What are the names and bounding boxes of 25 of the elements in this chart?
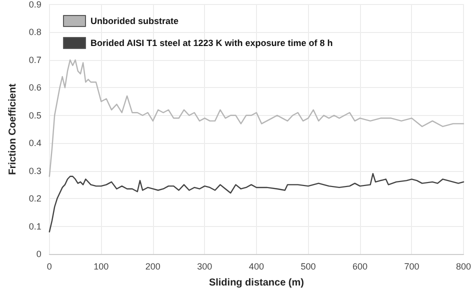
y-tick-label: 0.9 (28, 0, 42, 10)
y-tick-label: 0.3 (28, 166, 42, 176)
x-tick-label: 800 (456, 262, 472, 272)
y-tick-label: 0.8 (28, 27, 42, 38)
x-tick-label: 500 (300, 262, 316, 272)
x-tick-label: 700 (404, 262, 420, 272)
legend-label: Unborided substrate (90, 16, 179, 26)
y-tick-label: 0.5 (28, 110, 42, 120)
x-tick-label: 0 (46, 262, 52, 272)
y-tick-label: 0.1 (28, 221, 42, 232)
x-tick-label: 400 (248, 262, 264, 272)
x-tick-label: 100 (94, 262, 109, 272)
line-series (48, 173, 464, 232)
x-tick-label: 200 (145, 262, 160, 272)
line-series (48, 59, 464, 177)
x-tick-label: 600 (352, 262, 368, 272)
y-axis-title: Friction Coefficient (8, 83, 18, 175)
legend-label: Borided AISI T1 steel at 1223 K with exposure time of 8 h (90, 38, 333, 48)
y-tick-label: 0.2 (28, 194, 42, 204)
y-tick-label: 0.6 (28, 82, 42, 93)
y-tick-label: 0.4 (28, 138, 42, 148)
x-axis-title: Sliding distance (m) (208, 278, 304, 288)
x-tick-label: 300 (197, 262, 212, 272)
y-tick-label: 0.7 (28, 54, 42, 65)
y-tick-label: 0 (36, 249, 42, 259)
